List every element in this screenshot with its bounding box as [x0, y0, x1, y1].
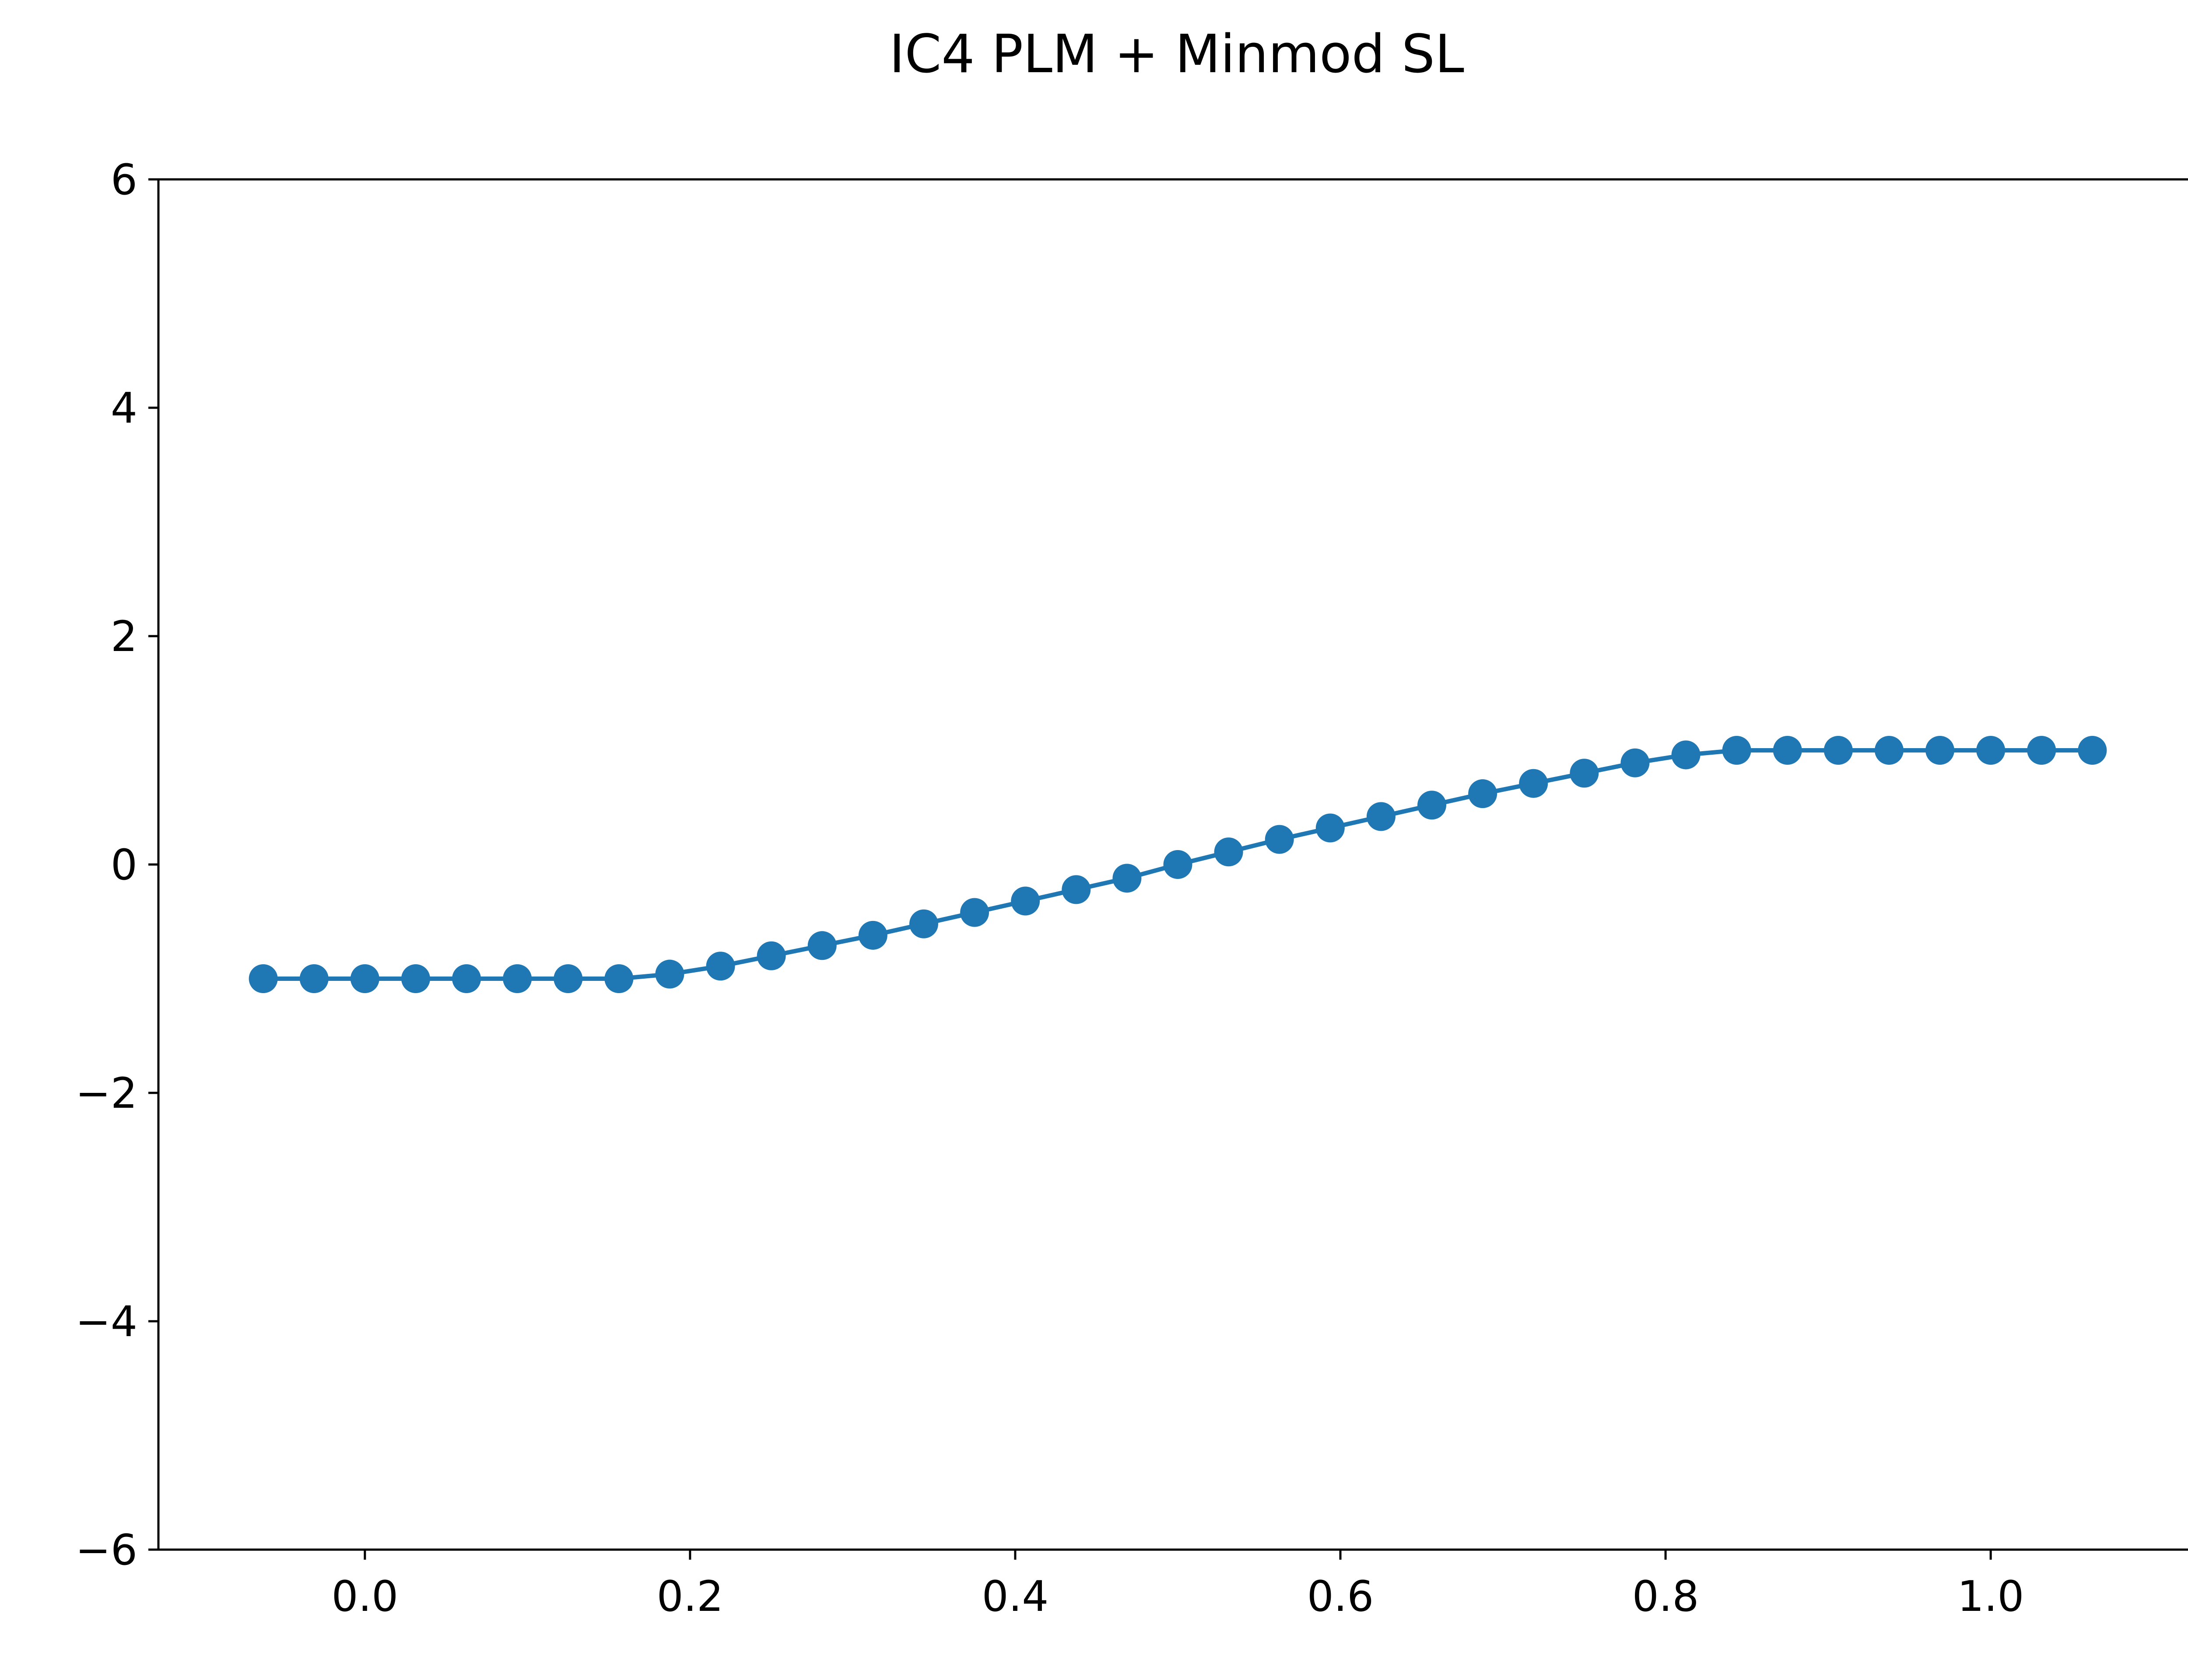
data-point	[1062, 875, 1091, 904]
data-point	[1570, 759, 1599, 788]
data-point	[1773, 736, 1802, 765]
data-point	[249, 964, 278, 993]
data-point	[1823, 736, 1853, 765]
chart-title: IC4 PLM + Minmod SL	[889, 24, 1464, 85]
data-point	[299, 964, 329, 993]
data-point	[2078, 736, 2107, 765]
data-point	[1315, 813, 1345, 843]
data-point	[1925, 736, 1955, 765]
data-point	[452, 964, 481, 993]
data-point	[807, 931, 837, 960]
x-tick-label: 1.0	[1957, 1572, 2024, 1621]
y-tick-label: 4	[111, 384, 137, 433]
data-point	[1468, 779, 1497, 808]
data-point	[960, 898, 989, 927]
data-point	[1976, 736, 2006, 765]
y-tick-label: 2	[111, 612, 137, 661]
data-point	[1265, 825, 1294, 854]
data-point	[401, 964, 430, 993]
x-tick-label: 0.6	[1307, 1572, 1374, 1621]
axes-layer: 0.0 0.2 0.4 0.6 0.8 1.0 −6 −4 −2 0 2 4 6	[75, 155, 2188, 1621]
y-tick-label: −6	[75, 1526, 137, 1575]
data-point	[1112, 864, 1142, 893]
data-point	[1366, 802, 1396, 831]
data-point	[706, 952, 735, 981]
data-point	[1671, 740, 1701, 770]
y-tick-label: −4	[75, 1297, 137, 1346]
data-point	[1519, 769, 1548, 798]
x-tick-label: 0.2	[657, 1572, 724, 1621]
plot-layer	[249, 736, 2107, 993]
data-point	[1722, 736, 1751, 765]
data-point	[2027, 736, 2056, 765]
data-point	[909, 909, 938, 938]
data-point	[858, 920, 887, 950]
x-tick-label: 0.0	[332, 1572, 399, 1621]
y-tick-label: 6	[111, 155, 137, 204]
data-point	[503, 964, 532, 993]
data-point	[757, 941, 786, 970]
data-point	[1214, 837, 1243, 867]
x-tick-label: 0.8	[1632, 1572, 1699, 1621]
data-point	[1417, 791, 1447, 820]
data-point	[1011, 886, 1040, 916]
x-tick-label: 0.4	[982, 1572, 1049, 1621]
data-point	[1620, 748, 1650, 777]
data-point	[1163, 850, 1192, 879]
data-point	[554, 964, 583, 993]
data-point	[1874, 736, 1904, 765]
data-point	[655, 959, 684, 989]
data-point	[604, 964, 634, 993]
y-tick-label: −2	[75, 1069, 137, 1118]
y-tick-label: 0	[111, 840, 137, 889]
data-point	[350, 964, 379, 993]
